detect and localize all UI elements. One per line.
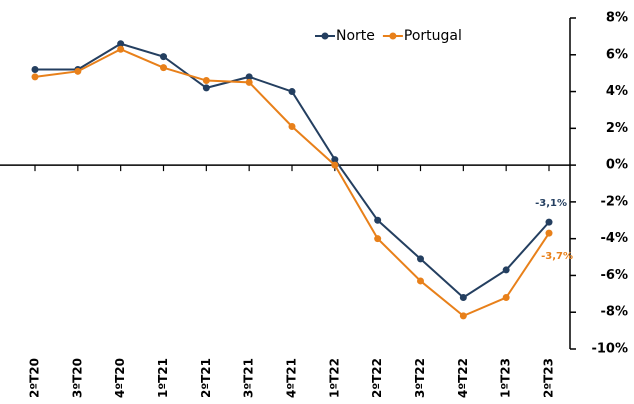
- value-label: -3,1%: [535, 198, 567, 209]
- point: [160, 53, 167, 61]
- point: [502, 294, 510, 302]
- y-tick-label: -4%: [601, 231, 628, 246]
- legend-label: Portugal: [404, 28, 462, 44]
- value-label: -3,7%: [541, 251, 573, 262]
- point: [288, 88, 296, 96]
- point: [417, 255, 424, 263]
- point: [31, 65, 39, 73]
- point: [545, 229, 553, 237]
- y-tick-label: -6%: [601, 268, 628, 283]
- point: [245, 78, 253, 86]
- x-tick-label: 1ºT22: [327, 358, 341, 398]
- point: [374, 235, 382, 243]
- point: [74, 67, 82, 75]
- point: [31, 73, 39, 81]
- x-tick-label: 2ºT20: [28, 358, 42, 398]
- y-tick-label: -8%: [601, 305, 628, 320]
- point: [245, 73, 253, 81]
- point: [502, 266, 510, 274]
- point: [202, 77, 210, 85]
- y-tick-label: 0%: [606, 158, 628, 173]
- point: [202, 84, 210, 92]
- y-tick-label: -2%: [601, 194, 628, 209]
- point: [374, 216, 382, 224]
- x-tick-label: 4ºT21: [285, 358, 299, 398]
- point: [545, 218, 553, 226]
- point: [331, 161, 339, 169]
- y-tick-label: 4%: [606, 84, 628, 99]
- y-tick-label: 2%: [606, 121, 628, 136]
- point: [459, 294, 467, 302]
- x-tick-label: 2ºT21: [199, 358, 213, 398]
- point: [417, 277, 424, 285]
- point: [160, 64, 167, 72]
- legend-marker: [321, 32, 329, 40]
- point: [288, 122, 296, 130]
- x-tick-label: 2ºT23: [542, 358, 556, 398]
- x-tick-label: 3ºT22: [413, 358, 427, 398]
- x-tick-label: 3ºT21: [242, 358, 256, 398]
- y-tick-label: 8%: [606, 11, 628, 26]
- x-tick-label: 1ºT21: [156, 358, 170, 398]
- x-tick-label: 4ºT20: [113, 358, 127, 398]
- point: [331, 156, 339, 164]
- y-tick-label: 6%: [606, 47, 628, 62]
- x-tick-label: 1ºT23: [499, 358, 513, 398]
- point: [117, 45, 125, 53]
- y-tick-label: -10%: [591, 342, 628, 357]
- x-tick-label: 4ºT22: [456, 358, 470, 398]
- x-tick-label: 3ºT20: [70, 358, 84, 398]
- legend-label: Norte: [336, 28, 375, 44]
- legend-marker: [389, 32, 397, 40]
- point: [117, 40, 125, 48]
- x-tick-label: 2ºT22: [370, 358, 384, 398]
- point: [459, 312, 467, 320]
